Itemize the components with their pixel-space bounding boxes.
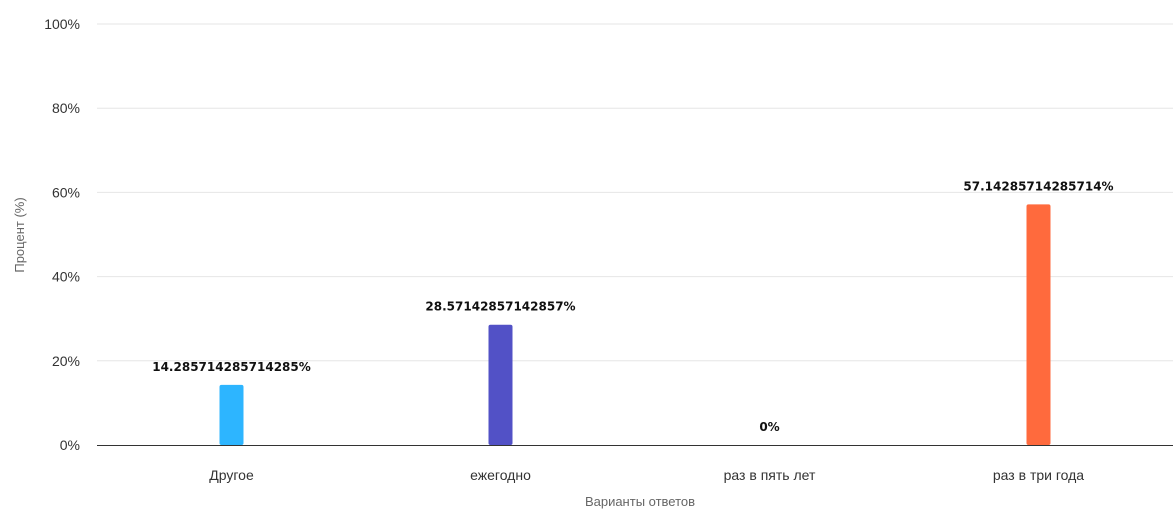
y-tick-label: 100% [44, 16, 80, 32]
x-category-label: ежегодно [470, 467, 531, 483]
bars [219, 204, 1051, 445]
x-axis-categories: Другое ежегодно раз в пять лет раз в три го… [209, 467, 1084, 483]
bar[interactable] [488, 324, 513, 445]
data-label: 0% [759, 420, 779, 434]
bar[interactable] [219, 384, 244, 445]
y-axis-ticks: 0% 20% 40% 60% 80% 100% [44, 16, 80, 453]
x-category-label: Другое [209, 467, 254, 483]
data-label: 14.285714285714285% [152, 360, 311, 374]
grid-layer [97, 23, 1173, 362]
y-tick-label: 40% [52, 269, 80, 285]
x-category-label: раз в три года [993, 467, 1084, 483]
data-label: 28.57142857142857% [425, 300, 575, 314]
y-tick-label: 60% [52, 184, 80, 200]
data-label: 57.14285714285714% [963, 179, 1113, 193]
y-axis-title: Процент (%) [12, 197, 27, 272]
bar[interactable] [1026, 204, 1051, 445]
y-tick-label: 20% [52, 353, 80, 369]
x-axis-title: Варианты ответов [585, 494, 695, 509]
y-tick-label: 0% [60, 437, 80, 453]
data-labels: 14.285714285714285% 28.57142857142857% 0% 5… [152, 179, 1113, 434]
x-category-label: раз в пять лет [724, 467, 816, 483]
y-tick-label: 80% [52, 100, 80, 116]
